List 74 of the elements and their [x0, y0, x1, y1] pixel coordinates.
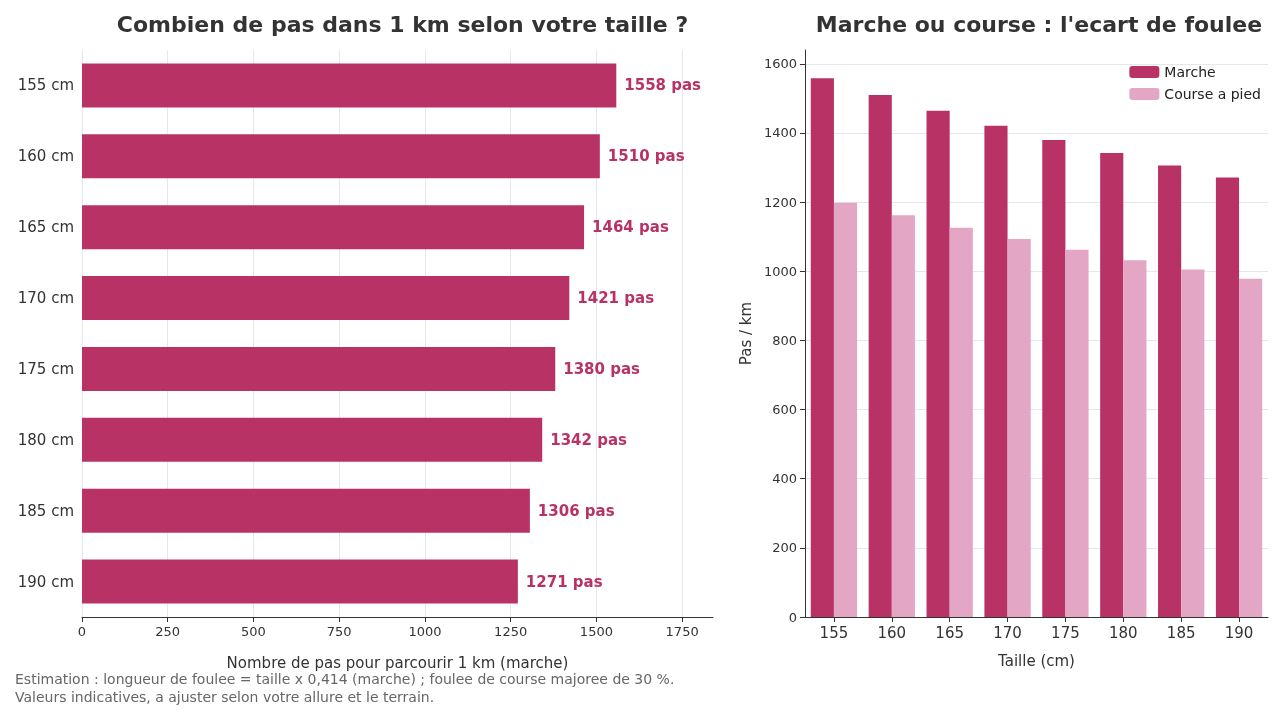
- x-axis-title: Nombre de pas pour parcourir 1 km (marche): [226, 653, 569, 672]
- x-tick-label: 165: [935, 623, 964, 642]
- bar: [833, 202, 858, 617]
- legend-label: Marche: [1164, 64, 1216, 80]
- x-tick-label: 1250: [494, 624, 528, 639]
- data-label: 1421 pas: [577, 289, 655, 308]
- data-label: 1380 pas: [563, 359, 641, 378]
- x-tick-label: 1500: [579, 624, 613, 639]
- y-tick-label: 170 cm: [17, 289, 74, 308]
- bar: [1123, 260, 1147, 617]
- chart-title: Marche ou course : l'ecart de foulee: [815, 11, 1263, 37]
- bar: [1158, 165, 1182, 617]
- bar: [984, 125, 1008, 617]
- y-tick-label: 175 cm: [17, 359, 74, 378]
- x-tick-label: 180: [1108, 623, 1138, 642]
- bar: [82, 134, 600, 179]
- bar: [1100, 153, 1124, 617]
- bar: [82, 559, 518, 604]
- x-tick-label: 250: [155, 624, 181, 639]
- x-tick-label: 175: [1051, 623, 1080, 642]
- bar: [1042, 139, 1066, 617]
- y-tick-label: 1400: [763, 125, 797, 141]
- y-tick-label: 155 cm: [17, 76, 74, 95]
- bar: [1239, 278, 1263, 617]
- data-label: 1342 pas: [550, 430, 628, 449]
- x-tick-label: 1000: [408, 624, 442, 639]
- x-tick-label: 1750: [665, 624, 699, 639]
- x-tick-label: 170: [993, 623, 1022, 642]
- bar: [1215, 177, 1240, 617]
- bar: [82, 205, 585, 250]
- bar: [868, 94, 892, 617]
- x-tick-label: 0: [77, 624, 87, 639]
- legend-label: Course a pied: [1164, 86, 1262, 102]
- chart-title: Combien de pas dans 1 km selon votre taille ?: [116, 11, 689, 37]
- y-tick-label: 200: [772, 540, 797, 556]
- y-tick-label: 1600: [763, 56, 797, 72]
- data-label: 1510 pas: [607, 147, 685, 166]
- y-tick-label: 800: [772, 332, 797, 348]
- bar: [1007, 239, 1031, 617]
- y-tick-label: 160 cm: [17, 147, 74, 166]
- x-tick-label: 190: [1224, 623, 1254, 642]
- y-tick-label: 165 cm: [17, 218, 74, 237]
- data-label: 1558 pas: [624, 76, 702, 95]
- bar: [82, 346, 556, 391]
- y-tick-label: 1000: [763, 263, 797, 279]
- x-axis-title: Taille (cm): [997, 651, 1075, 670]
- x-tick-label: 750: [326, 624, 352, 639]
- bar: [1181, 269, 1205, 617]
- y-tick-label: 185 cm: [17, 501, 74, 520]
- y-tick-label: 0: [788, 609, 797, 625]
- bar: [82, 276, 570, 321]
- data-label: 1306 pas: [537, 501, 615, 520]
- bar: [82, 417, 543, 462]
- bar: [949, 227, 973, 617]
- y-tick-label: 600: [772, 402, 797, 418]
- bar: [810, 78, 834, 617]
- data-label: 1271 pas: [525, 572, 603, 591]
- x-tick-label: 160: [877, 623, 907, 642]
- y-tick-label: 1200: [763, 194, 797, 210]
- x-tick-label: 185: [1166, 623, 1196, 642]
- text: Valeurs indicatives, a ajuster selon votre allure et le terrain.: [15, 689, 435, 705]
- bar: [1065, 249, 1089, 617]
- x-tick-label: 155: [819, 623, 849, 642]
- y-axis-title: Pas / km: [736, 301, 755, 366]
- x-tick-label: 500: [241, 624, 266, 639]
- bar: [82, 63, 617, 108]
- y-tick-label: 400: [772, 471, 797, 487]
- text: Estimation : longueur de foulee = taille x 0,414 (marche) ; foulee de course majoree de 30 %.: [15, 671, 675, 687]
- y-tick-label: 180 cm: [17, 430, 74, 449]
- bar: [926, 110, 950, 617]
- y-tick-label: 190 cm: [17, 572, 74, 591]
- data-label: 1464 pas: [592, 218, 669, 237]
- bar: [82, 488, 530, 533]
- bar: [891, 215, 915, 617]
